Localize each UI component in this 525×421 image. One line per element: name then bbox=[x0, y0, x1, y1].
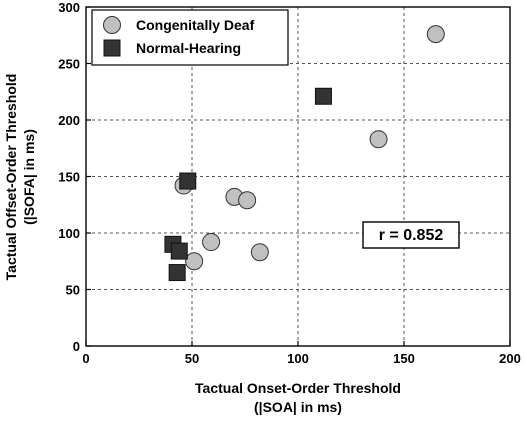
y-axis-title-line2: (|SOFA| in ms) bbox=[21, 129, 37, 225]
legend-hearing-marker-icon bbox=[103, 39, 121, 57]
deaf-data-point bbox=[369, 130, 388, 149]
y-tick-label: 150 bbox=[58, 170, 80, 185]
y-tick-label: 0 bbox=[73, 339, 80, 354]
legend-deaf-marker-icon bbox=[103, 16, 121, 34]
y-axis-title-line1: Tactual Offset-Order Threshold bbox=[3, 74, 19, 281]
y-tick-label: 100 bbox=[58, 226, 80, 241]
x-tick-label: 150 bbox=[393, 351, 415, 366]
legend-deaf-label: Congenitally Deaf bbox=[136, 17, 255, 33]
axis-ticks: 0 50 100 150 200 0 50 100 150 200 250 300 bbox=[58, 0, 521, 366]
y-tick-label: 50 bbox=[66, 283, 80, 298]
x-tick-label: 200 bbox=[499, 351, 521, 366]
correlation-text: r = 0.852 bbox=[379, 227, 444, 244]
hearing-data-point bbox=[168, 264, 186, 282]
y-tick-label: 250 bbox=[58, 57, 80, 72]
x-axis-title-line2: (|SOA| in ms) bbox=[254, 399, 342, 415]
legend-box bbox=[91, 9, 289, 66]
y-tick-label: 200 bbox=[58, 113, 80, 128]
x-tick-label: 50 bbox=[185, 351, 199, 366]
deaf-data-point bbox=[185, 252, 204, 271]
x-axis-title-line1: Tactual Onset-Order Threshold bbox=[195, 380, 401, 396]
correlation-annotation: r = 0.852 bbox=[362, 221, 460, 249]
deaf-data-point bbox=[250, 243, 269, 262]
hearing-data-point bbox=[170, 242, 188, 260]
x-tick-label: 0 bbox=[82, 351, 89, 366]
deaf-data-point bbox=[202, 233, 221, 252]
deaf-data-point bbox=[238, 191, 257, 210]
x-tick-label: 100 bbox=[287, 351, 309, 366]
deaf-data-point bbox=[426, 25, 445, 44]
y-tick-label: 300 bbox=[58, 0, 80, 15]
correlation-box bbox=[362, 221, 460, 249]
legend-hearing-label: Normal-Hearing bbox=[136, 40, 241, 56]
data-points bbox=[164, 25, 445, 282]
hearing-data-point bbox=[179, 172, 197, 190]
legend: Congenitally Deaf Normal-Hearing bbox=[91, 9, 289, 66]
hearing-data-point bbox=[314, 87, 332, 105]
plot-border bbox=[85, 6, 511, 347]
